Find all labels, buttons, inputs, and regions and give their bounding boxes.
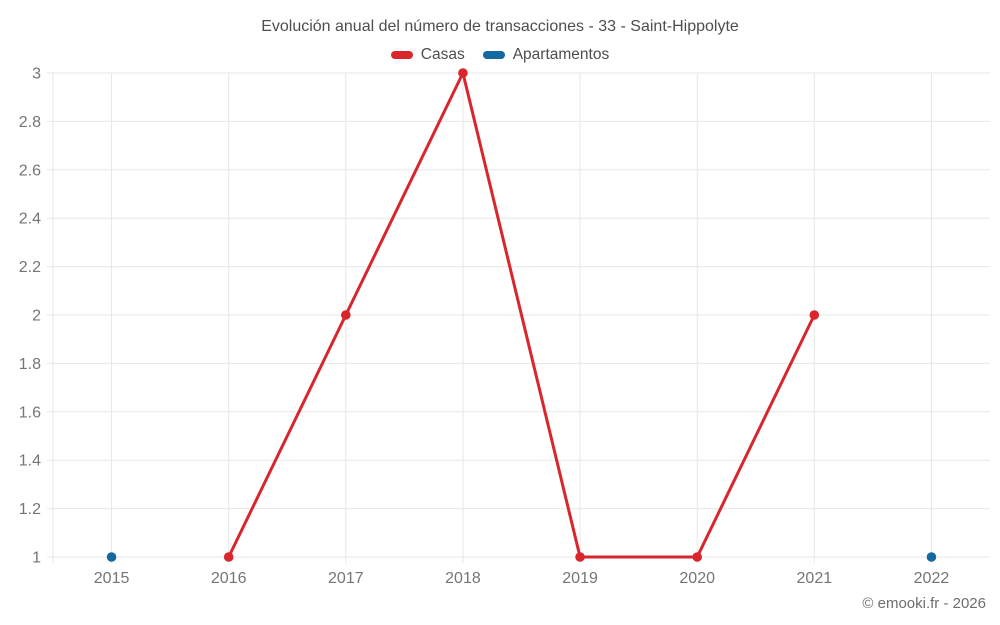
y-tick-label: 2.8 [19, 114, 41, 131]
data-point-casas-2017[interactable] [341, 310, 351, 320]
legend-label-apartamentos: Apartamentos [512, 46, 610, 63]
y-tick-label: 1.6 [19, 404, 41, 421]
x-tick-label: 2015 [94, 570, 130, 587]
x-tick-label: 2018 [445, 570, 481, 587]
data-point-casas-2018[interactable] [458, 68, 468, 78]
y-tick-label: 2.6 [19, 162, 41, 179]
copyright-footer: © emooki.fr - 2026 [862, 595, 986, 612]
data-point-casas-2021[interactable] [809, 310, 820, 320]
legend-swatch-casas [390, 51, 413, 59]
y-tick-label: 1.2 [19, 501, 41, 518]
y-tick-label: 1 [32, 550, 41, 567]
legend-item-apartamentos[interactable]: Apartamentos [482, 46, 610, 64]
y-tick-label: 2.4 [19, 211, 41, 228]
x-tick-label: 2022 [914, 570, 950, 587]
y-tick-label: 1.4 [19, 453, 41, 470]
legend-item-casas[interactable]: Casas [390, 46, 465, 64]
data-point-apartamentos-2015[interactable] [106, 552, 117, 562]
legend-swatch-apartamentos [482, 51, 505, 59]
x-tick-label: 2016 [211, 570, 247, 587]
y-tick-label: 3 [32, 66, 41, 83]
series-line-casas [227, 71, 816, 559]
data-point-casas-2020[interactable] [692, 552, 702, 562]
x-tick-label: 2017 [328, 570, 364, 587]
y-tick-label: 2 [32, 308, 41, 325]
x-tick-label: 2019 [562, 570, 598, 587]
chart-title: Evolución anual del número de transaccio… [261, 18, 739, 35]
data-point-casas-2016[interactable] [223, 552, 234, 562]
y-tick-label: 2.2 [19, 259, 41, 276]
y-tick-label: 1.8 [19, 356, 41, 373]
legend-label-casas: Casas [420, 46, 465, 63]
chart-legend: Casas Apartamentos [0, 46, 1000, 64]
x-tick-label: 2021 [797, 570, 833, 587]
x-tick-label: 2020 [679, 570, 715, 587]
data-point-casas-2019[interactable] [575, 552, 585, 562]
data-point-apartamentos-2022[interactable] [926, 552, 937, 562]
